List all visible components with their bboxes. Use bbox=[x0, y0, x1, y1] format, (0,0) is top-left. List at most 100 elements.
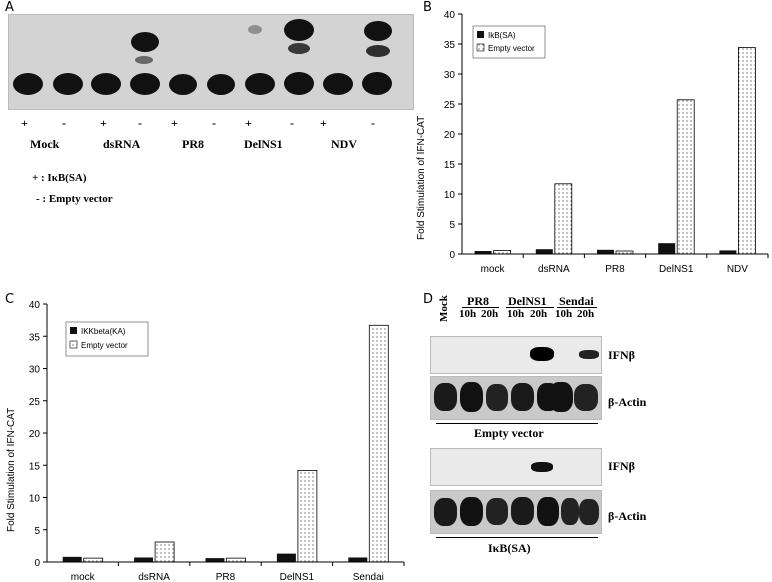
x-tick-label: Sendai bbox=[353, 572, 384, 582]
y-tick-label: 0 bbox=[34, 558, 40, 569]
bar bbox=[348, 557, 368, 562]
lane-sign: - bbox=[290, 116, 294, 130]
bar bbox=[297, 470, 318, 563]
divider bbox=[506, 307, 554, 308]
x-tick-label: mock bbox=[481, 264, 506, 275]
legend-entry: Empty vector bbox=[488, 44, 535, 53]
x-axis: mock dsRNA PR8 DelNS1 NDV bbox=[462, 253, 769, 275]
bar bbox=[134, 557, 154, 562]
legend-swatch-dotted bbox=[476, 43, 485, 52]
y-tick-label: 15 bbox=[29, 461, 41, 472]
tlc-spot bbox=[248, 25, 262, 34]
group-label-pr8: PR8 bbox=[182, 137, 204, 151]
blot-band bbox=[511, 497, 534, 525]
y-tick-label: 15 bbox=[444, 160, 456, 171]
y-axis: 0 5 10 15 20 25 30 35 40 bbox=[29, 300, 48, 569]
blot-band bbox=[530, 347, 554, 361]
bar bbox=[474, 251, 492, 254]
time-label: 10h bbox=[459, 308, 477, 320]
tlc-spot bbox=[130, 73, 160, 95]
group-header-delns1: DelNS1 bbox=[508, 294, 547, 308]
tlc-spot bbox=[362, 72, 392, 95]
y-tick-label: 20 bbox=[444, 130, 456, 141]
tlc-spot bbox=[284, 72, 314, 95]
legend-minus: - : Empty vector bbox=[36, 193, 113, 205]
y-axis-label: Fold Stimulation of IFN-CAT bbox=[6, 408, 17, 532]
legend: IKKbeta(KA) Empty vector bbox=[65, 321, 149, 357]
group-label-dsrna: dsRNA bbox=[103, 137, 141, 151]
blot-band bbox=[561, 498, 579, 525]
group-label-delns1: DelNS1 bbox=[244, 137, 283, 151]
blot-ifnb-empty bbox=[430, 336, 602, 374]
blot-band bbox=[579, 499, 599, 525]
y-tick-label: 10 bbox=[29, 494, 41, 505]
bar bbox=[493, 249, 511, 255]
y-axis: 0 5 10 15 20 25 30 35 40 bbox=[444, 10, 463, 261]
y-tick-label: 25 bbox=[29, 397, 41, 408]
blot-label-ifnb: IFNβ bbox=[608, 348, 635, 362]
blot-band bbox=[549, 382, 573, 412]
legend-box bbox=[65, 321, 149, 357]
blot-band bbox=[460, 497, 483, 526]
bar bbox=[205, 558, 225, 562]
legend-entry: IKKbeta(KA) bbox=[81, 327, 126, 336]
lane-sign: - bbox=[138, 116, 142, 130]
group-label-mock: Mock bbox=[30, 137, 60, 151]
legend-swatch-solid bbox=[477, 31, 484, 38]
divider bbox=[557, 307, 597, 308]
bar bbox=[83, 557, 104, 563]
blot-band bbox=[511, 383, 534, 411]
time-label: 20h bbox=[577, 308, 595, 320]
chart-b: Fold Stimulation of IFN-CAT 0 5 10 15 20 25 30… bbox=[416, 10, 769, 275]
y-axis-label: Fold Stimulation of IFN-CAT bbox=[416, 116, 427, 240]
chart-c: Fold Stimulation of IFN-CAT 0 5 10 15 20 25 30… bbox=[6, 300, 405, 582]
group-header-sendai: Sendai bbox=[559, 294, 594, 308]
y-tick-label: 35 bbox=[29, 332, 41, 343]
blot-band bbox=[537, 497, 559, 526]
lane-sign: - bbox=[371, 116, 375, 130]
blot-band bbox=[486, 498, 508, 525]
bar bbox=[154, 541, 175, 563]
y-tick-label: 5 bbox=[449, 220, 455, 231]
x-tick-label: dsRNA bbox=[538, 264, 570, 275]
bar bbox=[737, 47, 756, 255]
bar bbox=[597, 249, 614, 254]
blot-band bbox=[434, 383, 457, 411]
x-axis: mock dsRNA PR8 DelNS1 Sendai bbox=[47, 561, 405, 582]
lane-sign: + bbox=[245, 116, 252, 130]
bar bbox=[676, 99, 695, 255]
tlc-spot bbox=[13, 73, 43, 95]
tlc-spot bbox=[207, 74, 235, 95]
x-tick-label: DelNS1 bbox=[659, 264, 694, 275]
tlc-spot bbox=[169, 74, 197, 95]
bar bbox=[62, 556, 82, 562]
iksa-label: IκB(SA) bbox=[488, 541, 531, 555]
blot-band bbox=[460, 382, 483, 412]
y-tick-label: 30 bbox=[29, 365, 41, 376]
blot-band bbox=[434, 498, 457, 526]
panel-c-letter: C bbox=[5, 292, 15, 307]
y-tick-label: 40 bbox=[444, 10, 456, 21]
bar bbox=[276, 553, 296, 562]
y-tick-label: 35 bbox=[444, 40, 456, 51]
lane-sign: + bbox=[100, 116, 107, 130]
time-label: 10h bbox=[555, 308, 573, 320]
tlc-spot bbox=[366, 45, 390, 57]
y-tick-label: 5 bbox=[34, 526, 40, 537]
x-tick-label: dsRNA bbox=[138, 572, 170, 582]
x-tick-label: PR8 bbox=[605, 264, 625, 275]
lane-sign: - bbox=[62, 116, 66, 130]
tlc-spot bbox=[364, 21, 392, 41]
y-tick-label: 25 bbox=[444, 100, 456, 111]
blot-band bbox=[486, 384, 508, 411]
lane-sign: + bbox=[320, 116, 327, 130]
blot-label-actin: β-Actin bbox=[608, 395, 647, 409]
tlc-spot bbox=[135, 56, 153, 64]
time-label: 20h bbox=[530, 308, 548, 320]
tlc-spot bbox=[284, 19, 314, 41]
x-tick-label: DelNS1 bbox=[280, 572, 315, 582]
legend-entry: Empty vector bbox=[81, 341, 128, 350]
y-tick-label: 20 bbox=[29, 429, 41, 440]
y-tick-label: 40 bbox=[29, 300, 41, 311]
bar bbox=[719, 250, 737, 254]
